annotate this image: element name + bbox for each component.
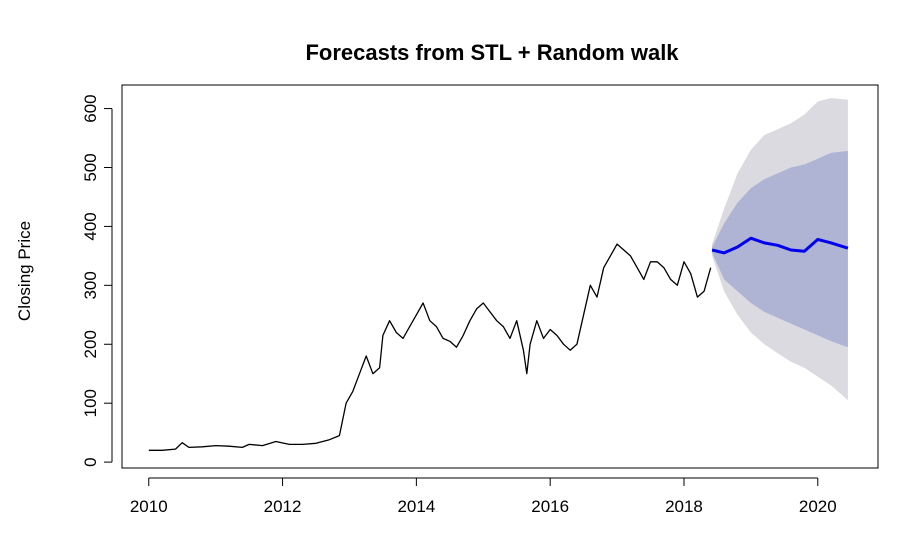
band-80 <box>712 151 848 348</box>
y-tick-label: 400 <box>81 212 100 240</box>
x-tick-label: 2016 <box>531 497 569 516</box>
x-tick-label: 2018 <box>665 497 703 516</box>
y-tick-label: 200 <box>81 330 100 358</box>
y-axis-label: Closing Price <box>15 221 34 321</box>
y-tick-label: 500 <box>81 153 100 181</box>
chart-title: Forecasts from STL + Random walk <box>305 40 679 65</box>
x-tick-label: 2014 <box>397 497 435 516</box>
y-tick-label: 300 <box>81 271 100 299</box>
y-tick-label: 100 <box>81 389 100 417</box>
x-axis: 2010 2012 2014 2016 2018 2020 <box>130 477 837 516</box>
plot-frame <box>121 84 879 469</box>
y-tick-label: 600 <box>81 94 100 122</box>
x-tick-label: 2012 <box>264 497 302 516</box>
prediction-bands <box>712 98 848 401</box>
forecast-line <box>711 236 849 255</box>
y-tick-label: 0 <box>81 457 100 466</box>
y-axis: 0 100 200 300 400 500 600 <box>81 94 113 467</box>
series-lines <box>148 236 849 451</box>
history-line <box>148 243 712 451</box>
x-tick-label: 2020 <box>799 497 837 516</box>
x-tick-label: 2010 <box>130 497 168 516</box>
